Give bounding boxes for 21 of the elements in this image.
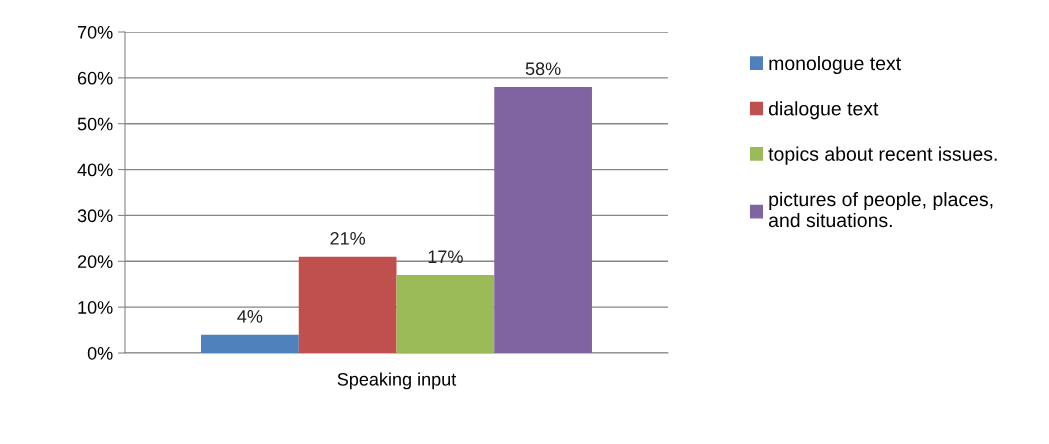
data-label: 17% — [428, 250, 463, 264]
bar — [396, 275, 495, 353]
y-tick-label: 60% — [77, 71, 113, 85]
data-label: 4% — [237, 310, 263, 323]
legend-label: topics about recent issues. — [768, 146, 997, 165]
y-tick-label: 70% — [77, 25, 113, 39]
y-tick-label: 40% — [77, 163, 113, 177]
data-label: 21% — [330, 232, 366, 245]
legend-label: pictures of people, places, and situations. — [768, 191, 993, 228]
bar — [494, 87, 592, 353]
bar — [201, 334, 299, 353]
data-label: 58% — [525, 62, 561, 76]
bar — [298, 256, 397, 353]
y-tick-label: 20% — [77, 255, 113, 269]
y-tick-label: 10% — [78, 301, 113, 314]
legend-label: monologue text — [769, 55, 901, 75]
legend-label: dialogue text — [768, 101, 879, 120]
x-tick-label: Speaking input — [337, 372, 457, 390]
y-tick-label: 50% — [77, 117, 113, 131]
y-tick-label: 30% — [77, 209, 113, 223]
y-tick-label: 0% — [87, 346, 113, 360]
